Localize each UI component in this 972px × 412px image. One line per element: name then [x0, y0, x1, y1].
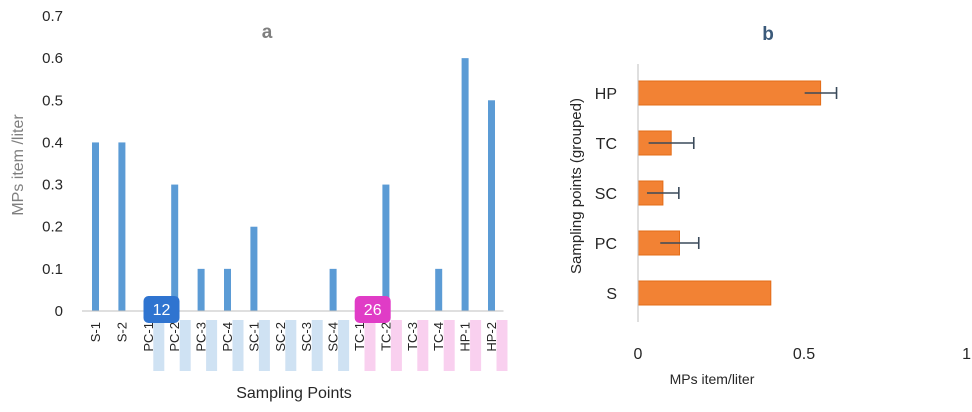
- chart-a-label-highlight: [338, 320, 350, 371]
- chart-a-bar: [435, 268, 443, 311]
- chart-a-badge-text: 12: [153, 302, 171, 319]
- chart-a-bar: [488, 100, 495, 312]
- chart-b-y-tick-label: PC: [595, 236, 617, 253]
- chart-a-y-tick-labels: 0 0.1 0.2 0.3 0.4 0.5 0.6 0.7: [42, 8, 63, 320]
- chart-a-label-highlight: [417, 320, 429, 371]
- chart-a-badges: 12 26: [143, 296, 391, 323]
- chart-b-y-tick-label: SC: [595, 186, 617, 203]
- chart-a-bar: [224, 268, 231, 311]
- chart-a-x-tick-label: PC-4: [220, 322, 235, 352]
- chart-a-badge-box: [354, 296, 391, 323]
- chart-a-label-highlight: [443, 320, 455, 371]
- chart-a-bar: [197, 268, 205, 311]
- chart-b-bar: [637, 280, 772, 306]
- chart-b-y-axis-label: Sampling points (grouped): [568, 98, 585, 274]
- chart-a-bar: [92, 142, 99, 311]
- chart-a-x-tick-label: SC-3: [299, 322, 314, 352]
- chart-a-y-tick-label: 0.4: [42, 134, 63, 151]
- chart-a-x-tick-label: S-2: [114, 322, 129, 342]
- chart-b-error-bar: [660, 237, 700, 249]
- chart-a-x-tick-label: SC-1: [246, 322, 261, 352]
- chart-a-x-tick-label: PC-3: [194, 322, 209, 352]
- chart-a-bar: [118, 142, 126, 311]
- chart-a-label-highlight: [390, 320, 402, 371]
- chart-a-x-axis-label: Sampling Points: [236, 385, 352, 402]
- chart-a-x-tick-label: TC-2: [378, 322, 393, 351]
- chart-b-panel-label: b: [762, 24, 774, 45]
- chart-b-x-tick-label: 0: [634, 346, 643, 363]
- chart-a-panel-label: a: [262, 22, 273, 43]
- chart-a-bar: [382, 184, 390, 311]
- chart-a-label-highlight: [496, 320, 508, 371]
- chart-a-label-highlight: [364, 320, 376, 371]
- chart-b-y-tick-label: TC: [596, 136, 617, 153]
- chart-a-label-highlight: [258, 320, 270, 371]
- chart-a-bar: [171, 184, 179, 311]
- chart-a-bar: [329, 268, 337, 311]
- chart-a-label-highlight: [206, 320, 218, 371]
- chart-a-y-tick-label: 0.1: [42, 261, 63, 278]
- chart-a-x-tick-label: PC-1: [141, 322, 156, 352]
- chart-a-x-tick-label: HP-1: [458, 322, 473, 352]
- chart-b-x-tick-label: 1: [962, 346, 971, 363]
- chart-a-x-tick-label: PC-2: [167, 322, 182, 352]
- chart-b-bar: [637, 80, 822, 106]
- chart-a-x-tick-labels: S-1 S-2 PC-1 PC-2 PC-3 PC-4 SC-1 SC-2 SC-3 SC-4 TC…: [88, 322, 499, 352]
- chart-a-x-tick-label: TC-3: [405, 322, 420, 351]
- chart-a-label-highlight: [470, 320, 482, 371]
- chart-b-y-tick-label: HP: [595, 86, 617, 103]
- chart-a-y-tick-label: 0.6: [42, 50, 63, 67]
- chart-a-y-tick-label: 0.3: [42, 177, 63, 194]
- chart-a-label-highlight: [311, 320, 323, 371]
- chart-a-label-highlight: [285, 320, 297, 371]
- chart-a-y-axis-label: MPs item /liter: [10, 114, 27, 216]
- chart-a-x-tick-label: S-1: [88, 322, 103, 342]
- chart-a-y-tick-label: 0: [55, 303, 63, 320]
- chart-a-x-tick-label: SC-4: [326, 322, 341, 352]
- chart-a-label-highlight: [179, 320, 191, 371]
- chart-a-badge-box: [143, 296, 180, 323]
- chart-b-x-tick-labels: 0 0.5 1: [634, 346, 972, 363]
- chart-b-error-bar: [804, 87, 838, 99]
- chart-b-y-tick-labels: S PC SC TC HP: [595, 86, 617, 303]
- chart-a-y-tick-label: 0.2: [42, 219, 63, 236]
- chart-a-x-tick-label: TC-4: [431, 322, 446, 351]
- chart-a-badge-text: 26: [364, 302, 382, 319]
- chart-b-y-tick-label: S: [606, 286, 617, 303]
- chart-a-bar: [250, 226, 258, 311]
- chart-b-error-bars: [646, 87, 838, 249]
- chart-a-label-highlight: [153, 320, 165, 371]
- chart-a-label-highlight: [232, 320, 244, 371]
- chart-a-badge: 12: [143, 296, 180, 323]
- chart-b-error-bar: [646, 187, 680, 199]
- chart-a: S-1 S-2 PC-1 PC-2 PC-3 PC-4 SC-1 SC-2 SC-3 SC-4 TC…: [10, 8, 508, 402]
- chart-a-bar: [461, 58, 469, 312]
- chart-a-y-tick-label: 0.5: [42, 92, 63, 109]
- chart-a-x-tick-label: SC-2: [273, 322, 288, 352]
- chart-a-y-tick-label: 0.7: [42, 8, 63, 25]
- chart-b-x-axis-label: MPs item/liter: [670, 371, 755, 387]
- chart-a-badge: 26: [354, 296, 391, 323]
- chart-a-label-highlights: [153, 320, 508, 371]
- chart-a-x-tick-label: HP-2: [484, 322, 499, 352]
- chart-b-error-bar: [648, 137, 695, 149]
- chart-a-bars: [92, 58, 495, 312]
- chart-a-x-tick-label: TC-1: [352, 322, 367, 351]
- chart-b-x-tick-label: 0.5: [793, 346, 815, 363]
